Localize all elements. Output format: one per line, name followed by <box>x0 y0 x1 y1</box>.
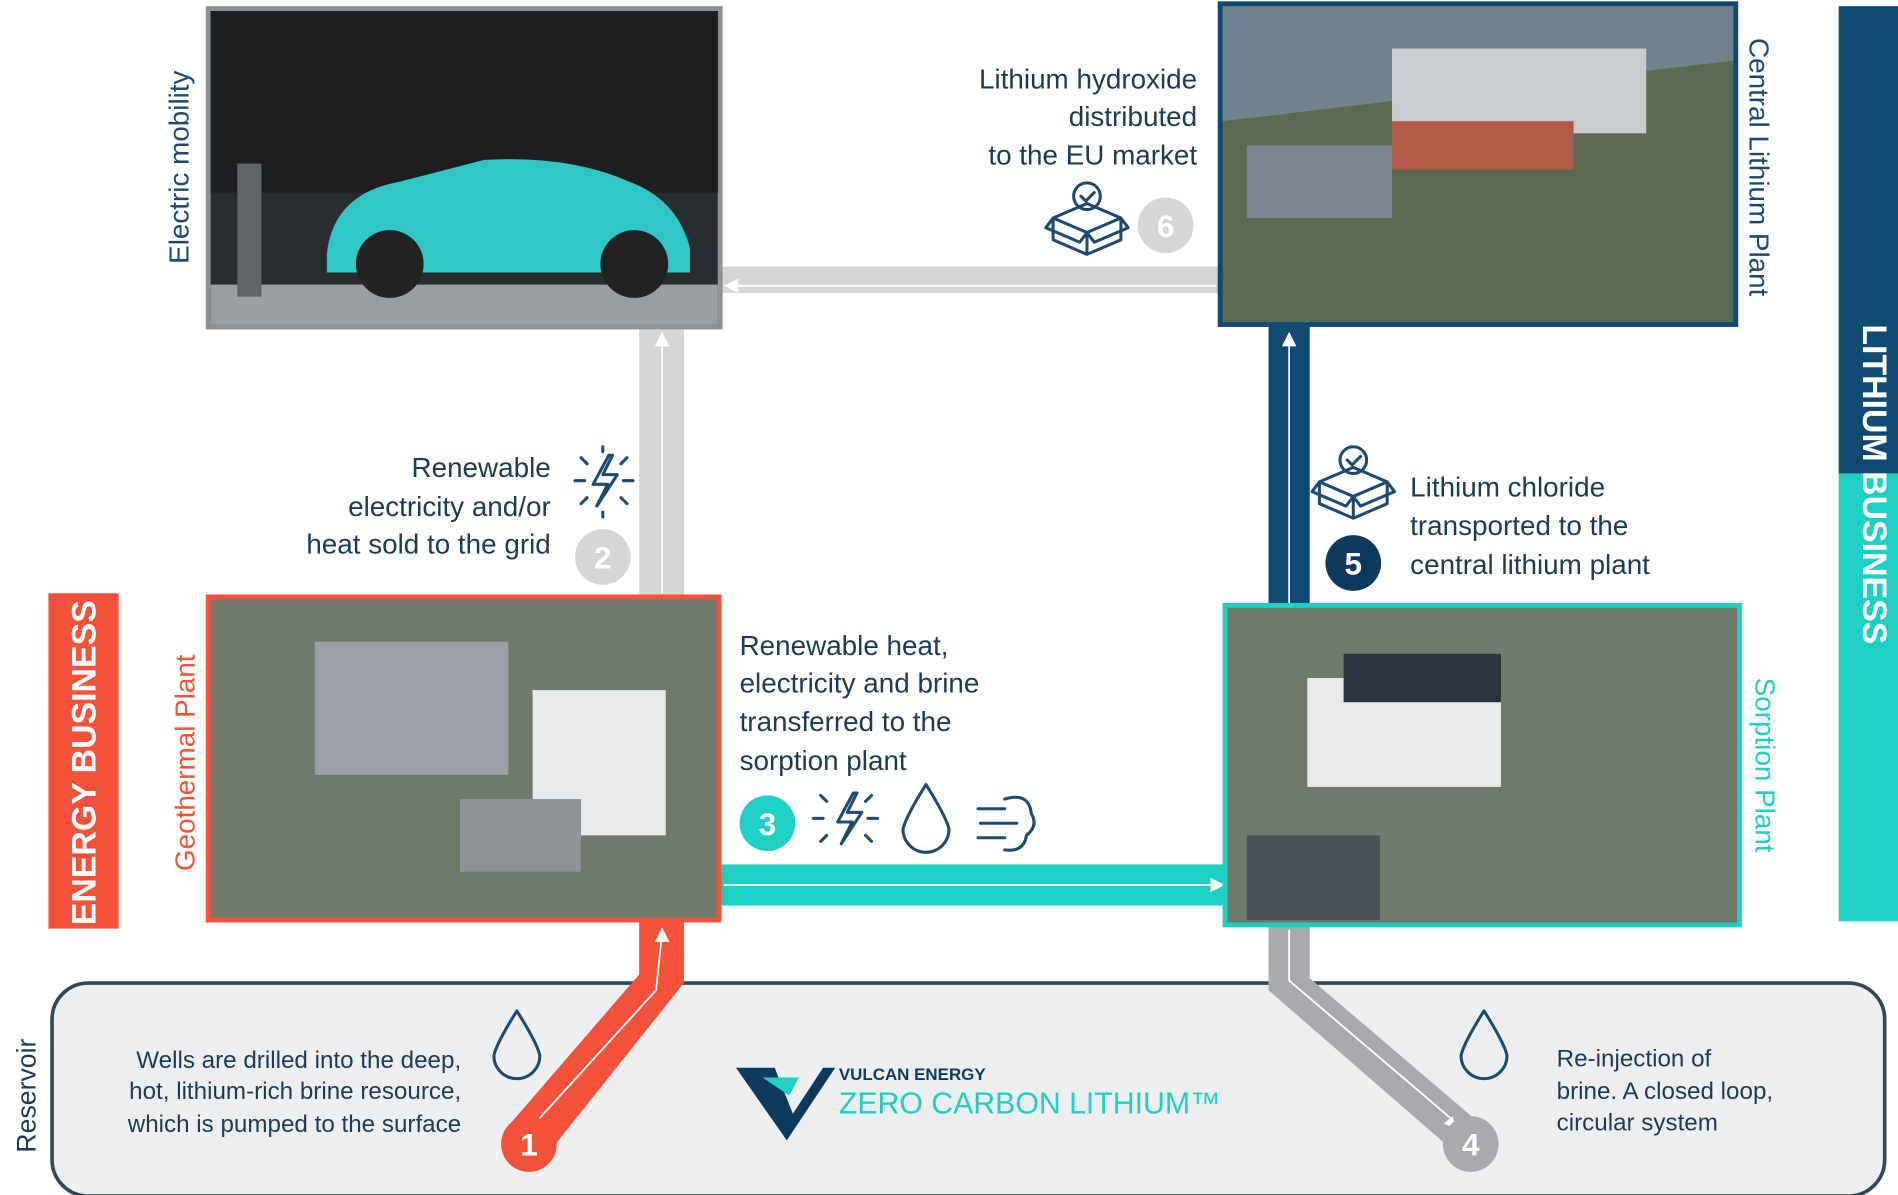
reservoir-label: Reservoir <box>12 1039 42 1153</box>
flow-4 <box>1268 924 1483 1151</box>
plant-label: Geothermal Plant <box>170 654 201 871</box>
geothermal-image <box>205 594 722 923</box>
step-number: 3 <box>759 807 777 842</box>
step-number: 2 <box>594 541 612 576</box>
badge <box>501 1116 557 1172</box>
lithium-bar-top <box>1838 6 1898 474</box>
step-number: 4 <box>1462 1128 1480 1163</box>
sorption-image <box>1222 602 1742 928</box>
plant-label: Electric mobility <box>164 70 195 263</box>
step-text: heat sold to the grid <box>306 528 550 559</box>
logo-mark <box>735 1067 836 1141</box>
step-number: 6 <box>1157 209 1175 244</box>
step-text: Lithium chloride <box>1410 471 1605 502</box>
badge <box>574 529 631 585</box>
step-number: 1 <box>520 1128 538 1163</box>
step-text: to the EU market <box>988 140 1197 171</box>
step-text: Renewable heat, <box>740 630 949 661</box>
step-number: 5 <box>1345 547 1363 582</box>
lithium-bar-bottom <box>1838 473 1898 922</box>
step-text: electricity and brine <box>740 668 980 699</box>
step-text: Lithium hydroxide <box>979 64 1197 95</box>
logo-tagline: ZERO CARBON LITHIUM™ <box>839 1088 1221 1121</box>
step-text: hot, lithium-rich brine resource, <box>129 1078 461 1105</box>
step-text: central lithium plant <box>1410 549 1650 580</box>
step-text: transported to the <box>1410 510 1628 541</box>
step-text: circular system <box>1557 1110 1718 1137</box>
step-text: Wells are drilled into the deep, <box>136 1047 461 1074</box>
step-text: Renewable <box>412 452 551 483</box>
step-text: electricity and/or <box>348 491 551 522</box>
ev-image <box>205 6 723 330</box>
central-plant-image <box>1217 1 1739 327</box>
flow-6 <box>720 266 1222 294</box>
lithium-business: LITHIUM BUSINESS <box>1855 324 1893 644</box>
energy-business: ENERGY BUSINESS <box>66 600 104 925</box>
badge <box>1442 1116 1499 1172</box>
energy-bar <box>48 593 119 929</box>
badge <box>1325 535 1382 591</box>
step-text: transferred to the <box>740 706 952 737</box>
step-text: sorption plant <box>740 745 907 776</box>
badge <box>739 795 796 852</box>
icons <box>492 181 1509 1081</box>
step-text: distributed <box>1069 101 1197 132</box>
step-text: Re-injection of <box>1557 1046 1712 1073</box>
step-text: brine. A closed loop, <box>1557 1078 1774 1105</box>
plant-label: Sorption Plant <box>1749 678 1780 853</box>
logo-brand: VULCAN ENERGY <box>839 1065 987 1084</box>
step-text: which is pumped to the surface <box>127 1111 461 1138</box>
plant-label: Central Lithium Plant <box>1743 38 1774 297</box>
flow-1 <box>508 920 684 1151</box>
badge <box>1137 197 1194 254</box>
